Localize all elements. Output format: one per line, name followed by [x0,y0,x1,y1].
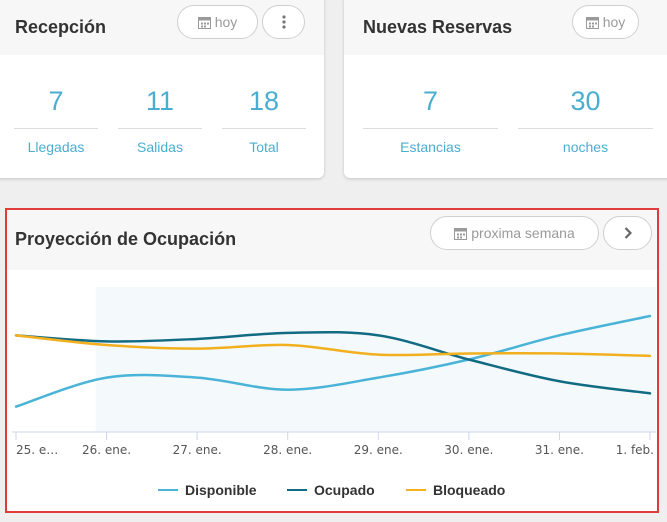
reception-title: Recepción [15,17,107,37]
reception-stat-total: 18 Total [222,85,306,155]
stat-label[interactable]: Total [249,139,279,155]
occupancy-next-button[interactable] [603,216,652,250]
stat-value: 7 [48,86,64,116]
stat-divider [363,128,498,129]
occupancy-range-button[interactable]: proxima semana [430,216,599,250]
legend-swatch [287,489,307,491]
legend-item-ocupado[interactable]: Ocupado [287,482,375,498]
new-reservations-stat-nights: 30 noches [518,85,653,155]
legend-label: Disponible [185,482,257,498]
stat-divider [222,128,306,129]
occupancy-range-label: proxima semana [471,225,575,241]
legend-item-bloqueado[interactable]: Bloqueado [406,482,505,498]
reception-date-label: hoy [214,14,238,30]
legend-swatch [158,489,178,491]
stat-value: 18 [248,86,280,116]
reception-stat-departures: 11 Salidas [118,85,202,155]
stat-label[interactable]: Salidas [137,139,183,155]
stat-label[interactable]: Llegadas [27,139,85,155]
calendar-icon [585,16,599,29]
stat-label[interactable]: noches [562,139,609,155]
reception-date-button[interactable]: hoy [177,5,258,39]
occupancy-card: Proyección de Ocupación proxima semana [5,208,659,513]
stat-divider [14,128,98,129]
new-reservations-stat-stays: 7 Estancias [363,85,498,155]
new-reservations-card: Nuevas Reservas hoy 7 Estancias 30 noche… [344,0,667,178]
stat-divider [518,128,653,129]
chevron-right-icon [624,227,632,239]
new-reservations-date-label: hoy [602,14,626,30]
stat-label[interactable]: Estancias [400,139,461,155]
new-reservations-title: Nuevas Reservas [363,17,513,37]
legend-item-disponible[interactable]: Disponible [158,482,257,498]
stat-value: 30 [570,86,601,116]
reception-card: Recepción hoy 7 Llegadas 11 Salidas 18 T… [0,0,324,178]
new-reservations-date-button[interactable]: hoy [572,5,639,39]
legend-label: Ocupado [314,482,375,498]
legend-swatch [406,489,426,491]
occupancy-title: Proyección de Ocupación [15,229,237,249]
stat-value: 11 [145,86,175,116]
more-vertical-icon [281,15,286,29]
stat-value: 7 [422,86,439,116]
legend-label: Bloqueado [433,482,506,498]
reception-stat-arrivals: 7 Llegadas [14,85,98,155]
calendar-icon [197,16,211,29]
stat-divider [118,128,202,129]
calendar-icon [454,227,468,240]
reception-more-button[interactable] [262,5,305,39]
